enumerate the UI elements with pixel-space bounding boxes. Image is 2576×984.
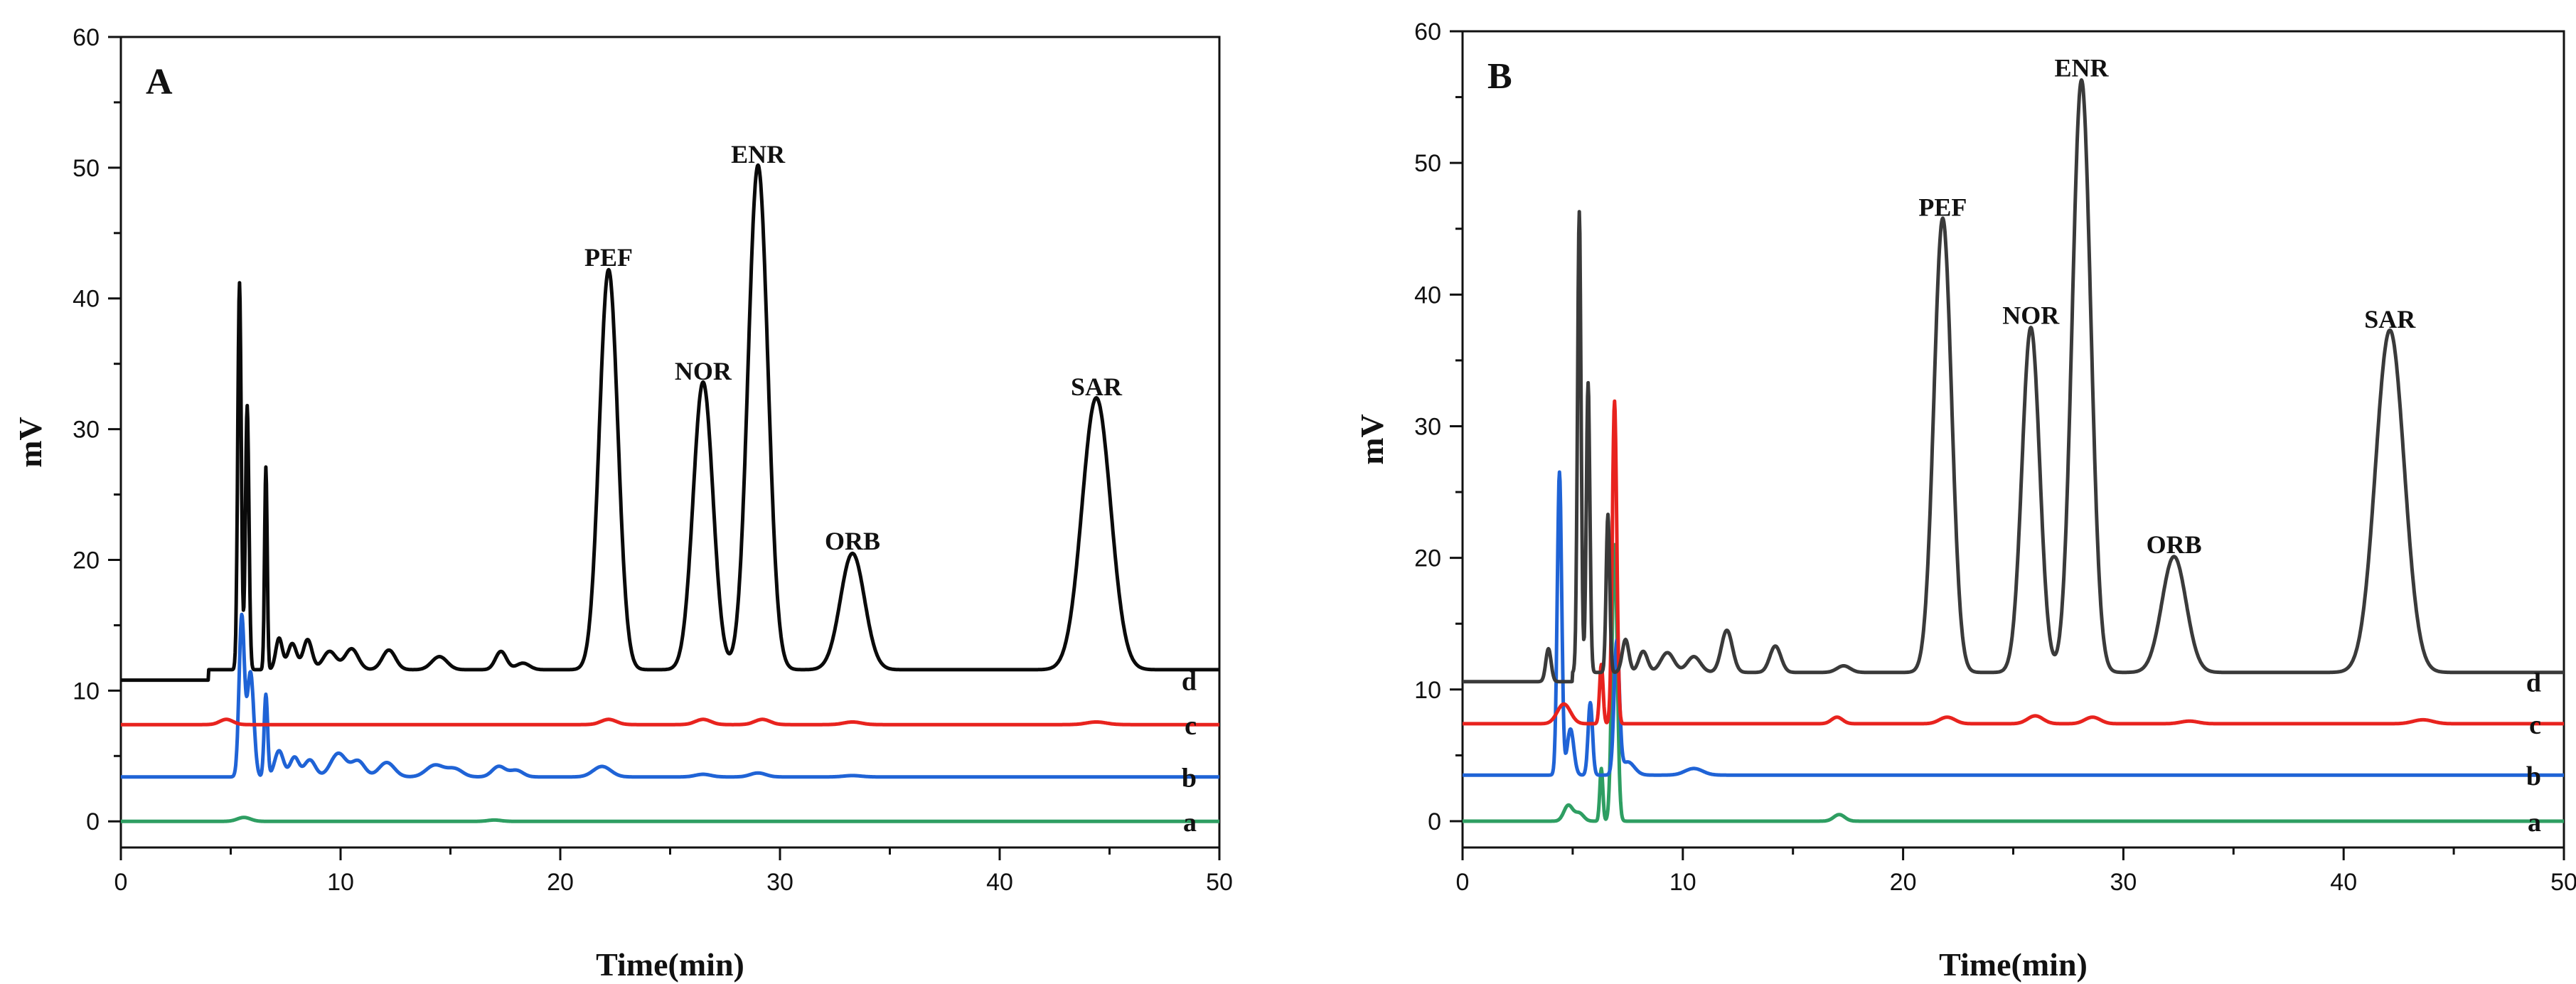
y-tick-label: 60 — [73, 24, 100, 51]
x-tick-label: 30 — [766, 869, 793, 896]
peak-label-enr: ENR — [2055, 53, 2110, 82]
y-axis-title: mV — [12, 417, 48, 468]
panel-label: B — [1487, 56, 1512, 97]
x-axis-title: Time(min) — [596, 946, 744, 983]
panel-label: A — [146, 62, 173, 102]
y-tick-label: 20 — [1414, 545, 1441, 572]
x-tick-label: 50 — [1206, 869, 1233, 896]
x-tick-label: 50 — [2550, 869, 2576, 896]
chart-panel-b: 0 10 20 30 40 50 0 10 20 30 40 50 60 Time(min) mV Babcd… — [1354, 18, 2576, 983]
y-axis-title: mV — [1354, 414, 1390, 465]
x-axis-title: Time(min) — [1939, 946, 2088, 983]
peak-label-orb: ORB — [825, 527, 880, 555]
y-tick-label: 50 — [1414, 150, 1441, 177]
series-label-b: b — [2526, 761, 2541, 791]
series-label-d: d — [1182, 667, 1197, 697]
y-tick-label: 0 — [86, 808, 100, 835]
peak-label-pef: PEF — [1918, 193, 1967, 222]
series-line-a — [119, 815, 1221, 823]
series-line-d — [1461, 78, 2565, 684]
chart-panel-a: 0 10 20 30 40 50 0 10 20 30 40 50 60 Time(min) mV Aabcd… — [12, 24, 1233, 983]
series-line-a — [1461, 542, 2565, 823]
series-label-b: b — [1182, 764, 1197, 793]
y-tick-label: 60 — [1414, 18, 1441, 46]
y-tick-label: 30 — [1414, 413, 1441, 440]
peak-label-nor: NOR — [675, 357, 732, 385]
y-tick-label: 40 — [1414, 282, 1441, 309]
series-line-c — [1461, 399, 2565, 726]
series-line-b — [119, 612, 1221, 779]
x-tick-label: 40 — [986, 869, 1013, 896]
peak-label-orb: ORB — [2147, 530, 2202, 559]
peak-label-sar: SAR — [2364, 305, 2416, 333]
y-tick-label: 20 — [73, 547, 100, 574]
x-tick-label: 0 — [114, 869, 128, 896]
peak-label-nor: NOR — [2002, 301, 2060, 330]
series-line-c — [119, 717, 1221, 727]
peak-label-sar: SAR — [1071, 373, 1123, 401]
peak-label-enr: ENR — [731, 140, 786, 169]
y-tick-label: 0 — [1428, 808, 1441, 835]
x-tick-label: 10 — [327, 869, 354, 896]
series-label-a: a — [1183, 808, 1197, 838]
y-tick-label: 30 — [73, 417, 100, 444]
x-tick-label: 0 — [1456, 869, 1470, 896]
x-tick-label: 40 — [2330, 869, 2357, 896]
series-label-c: c — [2529, 710, 2541, 740]
series-line-d — [119, 163, 1221, 683]
y-tick-label: 10 — [1414, 677, 1441, 704]
series-line-b — [1461, 470, 2565, 777]
y-tick-label: 10 — [73, 678, 100, 705]
series-label-d: d — [2526, 668, 2541, 698]
y-tick-label: 40 — [73, 286, 100, 313]
x-tick-label: 20 — [547, 869, 574, 896]
x-tick-label: 10 — [1669, 869, 1696, 896]
x-tick-label: 20 — [1890, 869, 1917, 896]
peak-label-pef: PEF — [584, 243, 633, 272]
series-label-c: c — [1185, 711, 1197, 741]
x-tick-label: 30 — [2110, 869, 2137, 896]
y-tick-label: 50 — [73, 155, 100, 182]
series-label-a: a — [2528, 808, 2541, 838]
